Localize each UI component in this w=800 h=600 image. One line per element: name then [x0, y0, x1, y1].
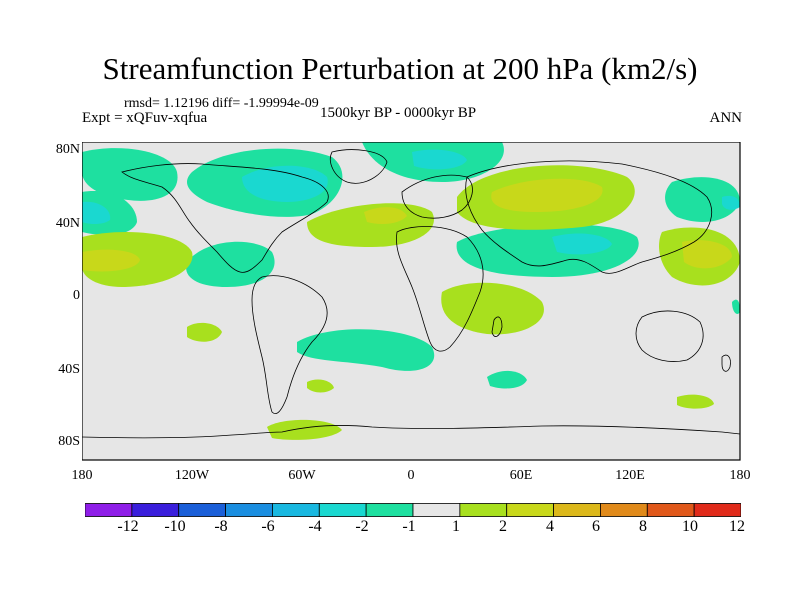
colorbar-label: -1 [402, 518, 416, 535]
contour-fields [82, 142, 740, 440]
contour-neg-east-asia [665, 177, 740, 222]
contour-neg-west-pacific [82, 191, 137, 235]
colorbar-swatch [693, 503, 741, 517]
contour-neg-south-pacific [732, 299, 740, 314]
colorbar-swatch [600, 503, 648, 517]
colorbar-swatch [506, 503, 554, 517]
coastlines [82, 149, 741, 439]
contour-neg-southern-ocean [487, 370, 527, 389]
coast-greenland [330, 149, 388, 184]
colorbar [85, 503, 741, 517]
contour-neg-north-pacific [82, 148, 178, 201]
contour-pos-south-atlantic [307, 379, 334, 393]
colorbar-label: -6 [261, 518, 275, 535]
coast-north-america [121, 163, 329, 273]
y-label-40s: 40S [58, 362, 80, 377]
contour-neg-tropical-america [186, 241, 275, 287]
colorbar-swatch [553, 503, 601, 517]
colorbar-label: -8 [214, 518, 228, 535]
colorbar-swatch [225, 503, 273, 517]
x-label-180e: 180 [729, 468, 751, 483]
colorbar-label: 4 [546, 518, 554, 535]
experiment-label: Expt = xQFuv-xqfua [82, 110, 208, 126]
period-label: 1500kyr BP - 0000kyr BP [320, 105, 477, 121]
x-label-180w: 180 [71, 468, 93, 483]
colorbar-label: -12 [117, 518, 139, 535]
x-label-0: 0 [407, 468, 415, 483]
colorbar-label: 6 [592, 518, 600, 535]
colorbar-label: 2 [499, 518, 507, 535]
rmsd-stats: rmsd= 1.12196 diff= -1.99994e-09 [124, 96, 319, 111]
x-label-120e: 120E [615, 468, 645, 483]
x-label-60w: 60W [288, 468, 316, 483]
season-label: ANN [709, 110, 743, 126]
colorbar-swatch [272, 503, 320, 517]
contour-neg-south-atlantic [297, 329, 435, 371]
colorbar-label: 12 [729, 518, 745, 535]
colorbar-swatch [131, 503, 180, 517]
coast-new-zealand [721, 354, 731, 372]
colorbar-label: 8 [639, 518, 647, 535]
contour-pos-north-atlantic-core [364, 207, 407, 224]
contour-neg-west-pacific-core [82, 201, 111, 224]
coast-asia [465, 160, 712, 274]
y-label-eq: 0 [73, 288, 80, 303]
coast-europe [401, 174, 473, 219]
x-label-120w: 120W [174, 468, 210, 483]
map-panel [82, 142, 741, 461]
page-title: Streamfunction Perturbation at 200 hPa (… [102, 51, 698, 86]
coast-south-america [251, 275, 328, 414]
contour-neg-arctic-core [412, 149, 467, 170]
y-label-80s: 80S [58, 434, 80, 449]
contour-neg-asia-core [552, 233, 612, 255]
colorbar-label: -10 [164, 518, 186, 535]
colorbar-swatch [646, 503, 695, 517]
y-label-80n: 80N [55, 142, 80, 157]
coast-antarctica [82, 425, 741, 439]
y-label-40n: 40N [55, 216, 80, 231]
contour-pos-north-pacific-core [82, 249, 140, 272]
coast-africa [396, 226, 484, 352]
colorbar-swatch [365, 503, 414, 517]
contour-pos-west-pacific-core [682, 240, 732, 269]
colorbar-swatch [318, 503, 367, 517]
colorbar-label: -2 [355, 518, 369, 535]
colorbar-label: -4 [308, 518, 322, 535]
map-background [82, 142, 740, 460]
map-frame [82, 142, 741, 461]
contour-neg-east-asia-core [722, 195, 740, 210]
contour-pos-antarctic [267, 419, 342, 440]
contour-pos-south-pacific [187, 322, 222, 342]
contour-pos-southern-tasman [677, 394, 714, 409]
colorbar-swatch [459, 503, 508, 517]
coast-australia [635, 310, 704, 362]
colorbar-label: 10 [682, 518, 698, 535]
colorbar-swatch [85, 503, 133, 517]
coast-madagascar [491, 316, 503, 337]
colorbar-label: 1 [452, 518, 460, 535]
contour-pos-eurasia-core [491, 178, 603, 212]
x-label-60e: 60E [509, 468, 533, 483]
colorbar-swatch [412, 503, 461, 517]
colorbar-swatch [178, 503, 226, 517]
contour-neg-canada-core [242, 165, 328, 202]
